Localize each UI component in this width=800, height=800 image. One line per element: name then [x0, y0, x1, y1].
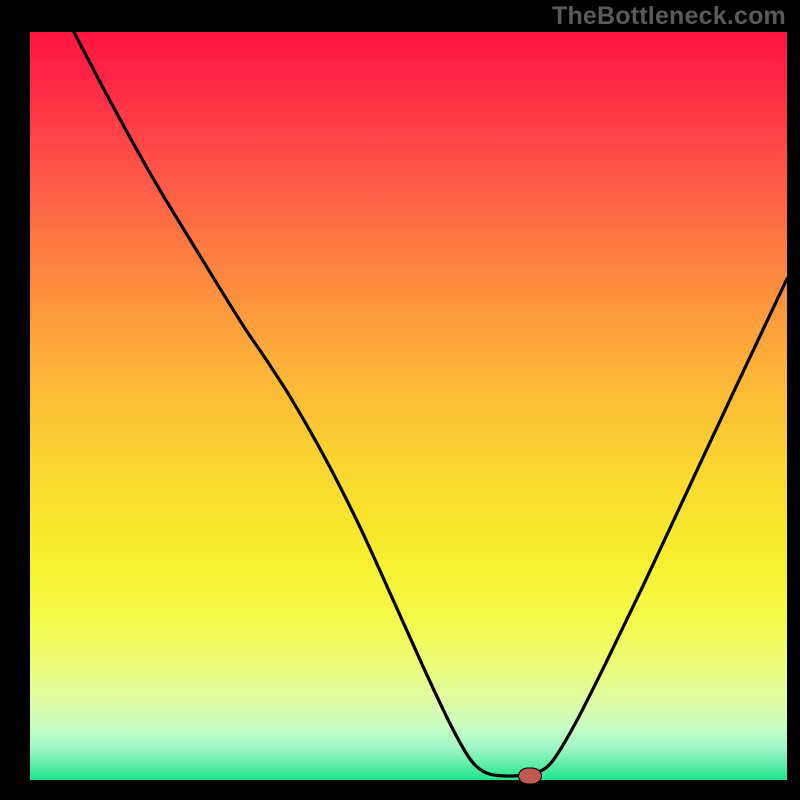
- chart-frame: TheBottleneck.com: [0, 0, 800, 800]
- min-marker: [518, 767, 542, 784]
- plot-area: [30, 32, 787, 780]
- watermark-text: TheBottleneck.com: [552, 2, 786, 31]
